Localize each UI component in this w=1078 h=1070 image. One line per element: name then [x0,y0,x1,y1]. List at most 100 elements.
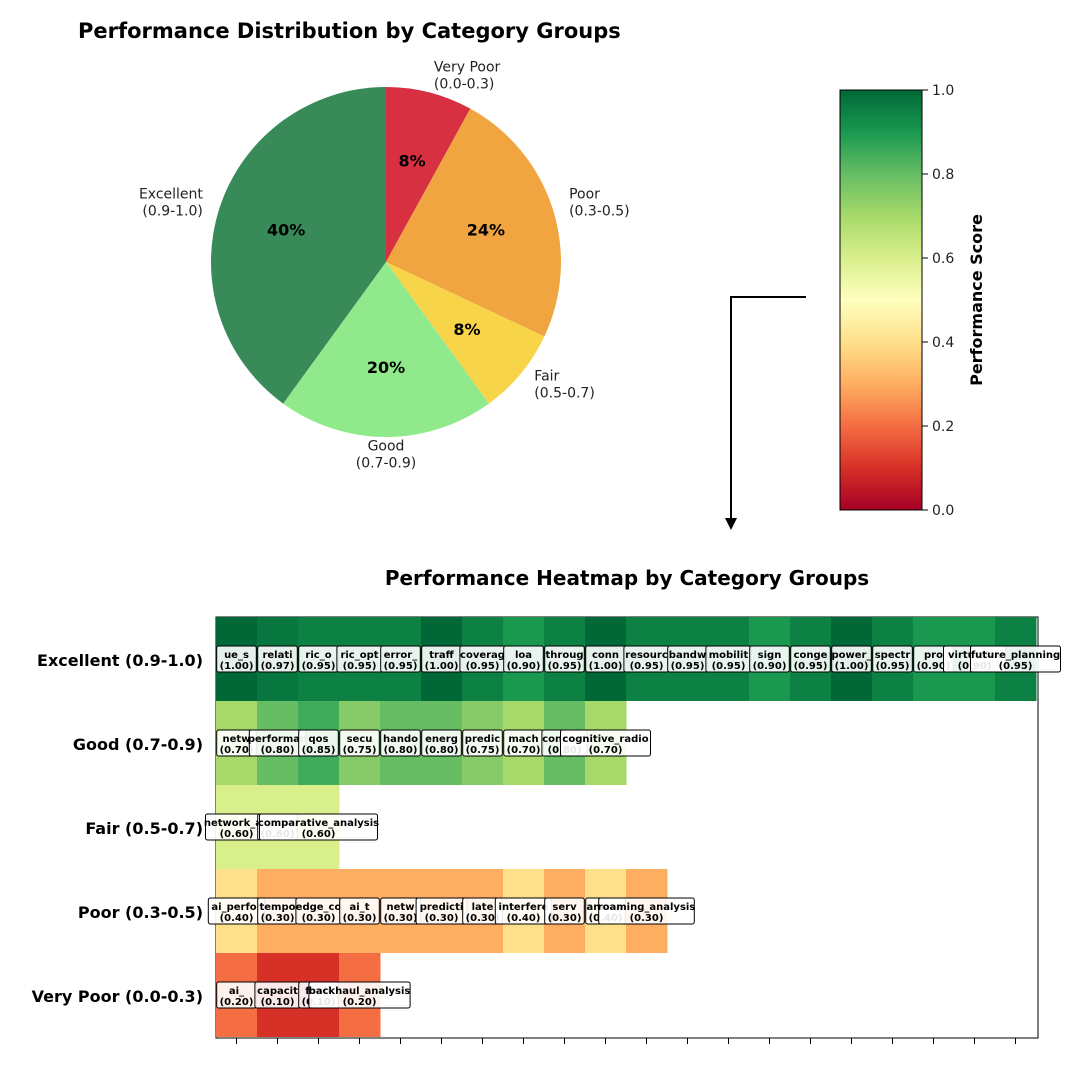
annotation-value: (0.95) [630,661,664,672]
annotation-name: qos [309,734,329,745]
pie-range-good: (0.7-0.9) [356,456,417,472]
annotation-name: sign [758,650,782,661]
heatmap-annotation-tempo: tempo(0.30) [257,897,298,925]
annotation-name: edge_co [296,902,342,913]
pie-label-fair: Fair [534,369,559,385]
annotation-name: backhaul_analysis [309,986,411,997]
heatmap-ylabel: Excellent (0.9-1.0) [37,651,203,670]
heatmap-annotation-relati: relati(0.97) [257,645,298,673]
annotation-value: (0.95) [343,661,377,672]
annotation-box [544,645,585,673]
heatmap-annotation-power: power_(1.00) [831,645,872,673]
heatmap-annotation-serv: serv(0.30) [544,897,585,925]
colorbar-tick-label: 1.0 [932,83,954,99]
annotation-name: power_ [832,650,872,661]
annotation-name: hando [383,734,418,745]
annotation-name: netw [387,902,415,913]
colorbar [839,89,923,511]
heatmap-annotation-hando: hando(0.80) [380,729,421,757]
annotation-value: (0.95) [876,661,910,672]
annotation-name: network_an [204,818,269,829]
heatmap-ylabel: Poor (0.3-0.5) [78,903,203,922]
pie-percent-poor: 24% [467,221,505,240]
annotation-value: (1.00) [425,661,459,672]
annotation-box [970,645,1061,673]
heatmap-annotation-error: error_(0.95) [380,645,421,673]
heatmap-annotation-ai-t: ai_t(0.30) [339,897,380,925]
heatmap-annotation-sign: sign(0.90) [749,645,790,673]
annotation-box [339,897,380,925]
pie-chart: 8% Very Poor(0.0-0.3) 24% Poor(0.3-0.5) 8% Fa… [139,60,630,472]
heatmap-annotation-ai-perfor: ai_perfor(0.40) [207,897,266,925]
annotation-value: (0.10) [261,997,295,1008]
annotation-name: predic [465,734,500,745]
annotation-box [462,729,503,757]
annotation-name: conge [794,650,828,661]
annotation-box [598,897,695,925]
heatmap-annotation-ai: ai_(0.20) [216,981,257,1009]
heatmap-annotation-edge-co: edge_co(0.30) [295,897,342,925]
annotation-name: loa [515,650,532,661]
annotation-value: (0.70) [507,745,541,756]
pie-range-fair: (0.5-0.7) [534,386,595,402]
annotation-value: (0.70) [220,745,254,756]
heatmap-annotation-predic: predic(0.75) [462,729,503,757]
annotation-value: (0.95) [712,661,746,672]
annotation-box [308,981,411,1009]
heatmap-annotation-interfere: interfere(0.40) [494,897,553,925]
annotation-name: tempo [259,902,295,913]
annotation-name: throug [546,650,584,661]
pie-slice-poor [386,108,561,337]
annotation-box [257,645,298,673]
annotation-value: (0.30) [548,913,582,924]
annotation-name: ai_perfor [211,902,261,913]
pie-percent-excellent: 40% [267,221,305,240]
annotation-box [790,645,831,673]
annotation-name: interfere [499,902,549,913]
annotation-value: (0.90) [917,661,951,672]
pie-label-poor: Poor [569,187,600,203]
pie-range-excellent: (0.9-1.0) [142,204,203,220]
annotation-value: (0.85) [302,745,336,756]
annotation-name: ric_o [305,650,331,661]
annotation-name: pro [924,650,943,661]
heatmap-ylabels: Excellent (0.9-1.0) Good (0.7-0.9) Fair (0… [32,651,203,1006]
annotation-value: (0.60) [220,829,254,840]
annotation-name: energ [425,734,458,745]
annotation-name: roaming_analysis [598,902,696,913]
annotation-value: (0.20) [343,997,377,1008]
annotation-value: (0.30) [466,913,500,924]
annotation-name: traff [429,650,454,661]
annotation-value: (0.90) [753,661,787,672]
heatmap-annotation-qos: qos(0.85) [298,729,339,757]
heatmap-annotation-backhaul-analysis: backhaul_analysis(0.20) [308,981,411,1009]
pie-slice-excellent [210,86,386,404]
annotation-name: cognitive_radio [562,734,648,745]
annotation-name: capacit [257,986,298,997]
heatmap-annotation-spectr: spectr(0.95) [872,645,913,673]
annotation-box [380,645,421,673]
heatmap-annotation-comparative-analysis: comparative_analysis(0.60) [258,813,379,841]
annotation-value: (0.75) [343,745,377,756]
annotation-value: (1.00) [835,661,869,672]
heatmap-annotation-traff: traff(1.00) [421,645,462,673]
heatmap-xticks [236,1038,1016,1044]
annotation-value: (0.60) [302,829,336,840]
annotation-box [749,645,790,673]
connector-arrow-line [730,296,806,518]
colorbar-ticks: 0.0 0.2 0.4 0.6 0.8 1.0 [922,83,954,519]
annotation-value: (0.30) [261,913,295,924]
heatmap-annotation-ric-opt: ric_opt(0.95) [336,645,383,673]
annotation-box [421,729,462,757]
heatmap-annotation-roaming-analysis: roaming_analysis(0.30) [598,897,696,925]
heatmap-annotation-netw: netw(0.30) [380,897,421,925]
heatmap-annotation-performan: performan(0.80) [248,729,307,757]
annotation-name: performan [248,734,307,745]
pie-label-excellent: Excellent [139,187,203,203]
colorbar-tick-label: 0.4 [932,335,954,351]
annotation-box [259,813,378,841]
heatmap-annotation-conn: conn(1.00) [585,645,626,673]
heatmap-ylabel: Fair (0.5-0.7) [85,819,203,838]
annotation-value: (0.30) [630,913,664,924]
annotation-value: (1.00) [220,661,254,672]
